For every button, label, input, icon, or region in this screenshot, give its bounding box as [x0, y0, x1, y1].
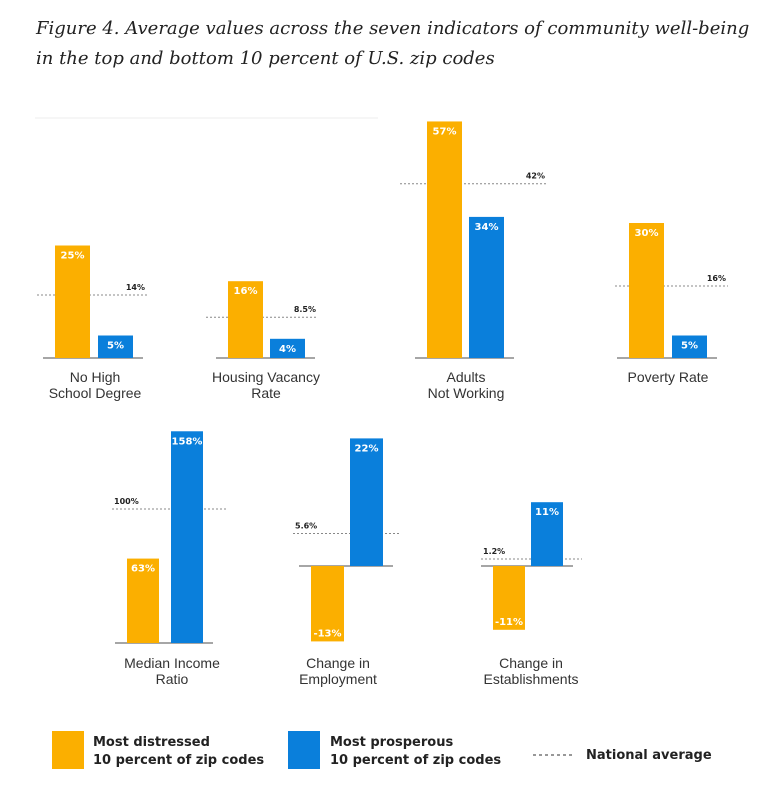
distressed-bar — [427, 121, 462, 358]
category-label: Poverty Rate — [628, 369, 709, 385]
prosperous-bar — [98, 335, 133, 358]
national-average-label: 16% — [707, 274, 726, 283]
panel-3: 30% 5% 16% Poverty Rate — [615, 223, 728, 385]
prosperous-value-label: 11% — [535, 507, 559, 518]
prosperous-value-label: 22% — [355, 443, 379, 454]
legend-prosperous-line2: 10 percent of zip codes — [330, 753, 501, 768]
prosperous-value-label: 5% — [681, 341, 698, 352]
category-label: Change in — [306, 655, 370, 671]
category-label: No High — [70, 369, 121, 385]
category-label: Rate — [251, 385, 281, 401]
distressed-bar — [493, 566, 525, 630]
legend-prosperous-line1: Most prosperous — [330, 735, 453, 750]
category-label: Not Working — [428, 385, 505, 401]
legend-national-average: National average — [586, 748, 712, 763]
prosperous-bar — [469, 216, 504, 358]
prosperous-value-label: 34% — [475, 222, 499, 233]
legend: Most distressed 10 percent of zip codes … — [52, 731, 712, 769]
category-label: School Degree — [49, 385, 142, 401]
category-label: Employment — [299, 671, 377, 687]
national-average-label: 1.2% — [483, 547, 505, 556]
distressed-value-label: -13% — [313, 628, 341, 639]
category-label: Adults — [447, 369, 486, 385]
distressed-value-label: 57% — [433, 126, 457, 137]
national-average-label: 5.6% — [295, 522, 317, 531]
legend-swatch-distressed — [52, 731, 84, 769]
distressed-bar — [629, 223, 664, 358]
prosperous-value-label: 158% — [172, 436, 203, 447]
legend-distressed-line2: 10 percent of zip codes — [93, 753, 264, 768]
prosperous-bar — [672, 335, 707, 358]
prosperous-bar — [171, 431, 203, 643]
category-label: Housing Vacancy — [212, 369, 320, 385]
prosperous-value-label: 5% — [107, 341, 124, 352]
national-average-label: 100% — [114, 497, 139, 506]
category-label: Change in — [499, 655, 563, 671]
national-average-label: 14% — [126, 283, 145, 292]
prosperous-value-label: 4% — [279, 344, 296, 355]
category-label: Ratio — [156, 671, 189, 687]
distressed-value-label: 30% — [635, 228, 659, 239]
prosperous-bar — [350, 438, 383, 566]
distressed-value-label: 25% — [61, 251, 85, 262]
distressed-bar — [55, 245, 90, 358]
national-average-label: 42% — [526, 172, 545, 181]
national-average-label: 8.5% — [294, 305, 316, 314]
prosperous-bar — [531, 502, 563, 566]
distressed-bar — [127, 558, 159, 643]
distressed-value-label: 63% — [131, 564, 155, 575]
figure-title: Figure 4. Average values across the seve… — [36, 18, 750, 69]
legend-distressed-line1: Most distressed — [93, 735, 210, 750]
legend-swatch-prosperous — [288, 731, 320, 769]
distressed-bar — [228, 281, 263, 358]
distressed-value-label: -11% — [495, 617, 523, 628]
distressed-value-label: 16% — [234, 286, 258, 297]
prosperous-bar — [270, 338, 305, 358]
distressed-bar — [311, 566, 344, 642]
category-label: Median Income — [124, 655, 220, 671]
category-label: Establishments — [484, 671, 579, 687]
